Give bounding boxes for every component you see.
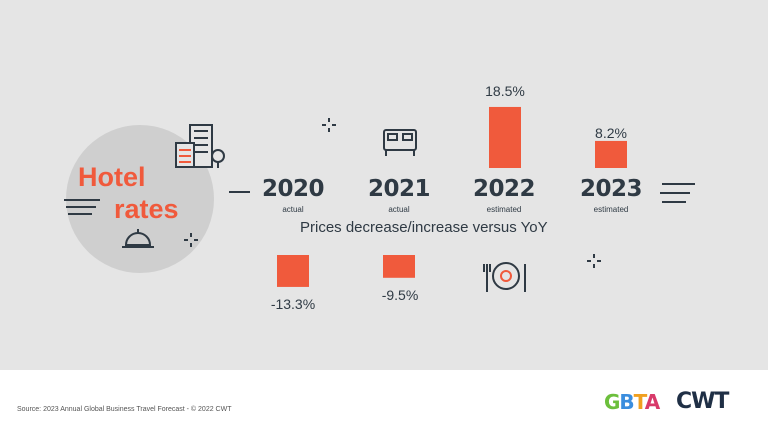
meal-icon — [483, 262, 526, 292]
year-label-2021: 2021 — [367, 176, 431, 202]
year-label-2023: 2023 — [579, 176, 643, 202]
title-line-2: rates — [114, 194, 179, 224]
year-note-2022: estimated — [486, 205, 522, 214]
value-label-2022: 18.5% — [485, 83, 525, 99]
year-note-2023: estimated — [593, 205, 629, 214]
bar-2023 — [595, 140, 627, 168]
gbta-logo: GBTA — [604, 390, 660, 414]
footer — [0, 370, 768, 435]
service-bell-icon — [122, 229, 154, 248]
cwt-logo: CWT — [676, 389, 729, 414]
speed-lines — [64, 183, 695, 215]
sparkle-icon — [184, 118, 601, 268]
hotel-buildings-icon — [175, 124, 225, 168]
year-label-2020: 2020 — [261, 176, 325, 202]
year-note-2021: actual — [388, 205, 410, 214]
bar-2020 — [277, 255, 309, 287]
chart-bars — [277, 106, 627, 287]
year-note-2020: actual — [282, 205, 304, 214]
source-note: Source: 2023 Annual Global Business Trav… — [17, 406, 232, 413]
value-label-2021: -9.5% — [381, 287, 419, 303]
chart-caption: Prices decrease/increase versus YoY — [300, 219, 548, 236]
bed-icon — [383, 129, 417, 156]
title-line-1: Hotel — [78, 162, 146, 192]
decorations — [64, 106, 695, 292]
bar-2022 — [489, 106, 521, 168]
year-label-2022: 2022 — [472, 176, 536, 202]
bar-2021 — [383, 255, 415, 278]
value-label-2020: -13.3% — [270, 296, 316, 312]
value-label-2023: 8.2% — [595, 125, 627, 141]
